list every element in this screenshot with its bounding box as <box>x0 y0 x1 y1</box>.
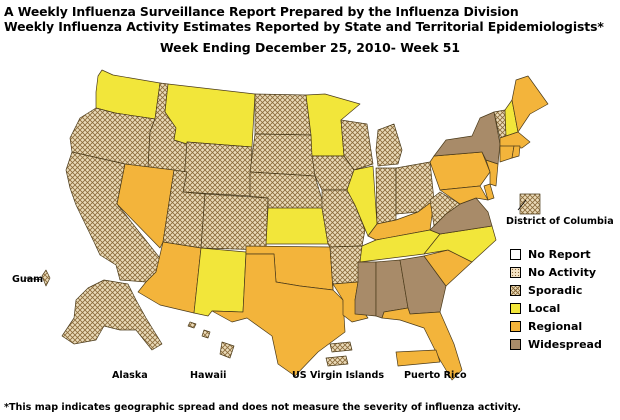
guam-leader-line <box>25 277 43 281</box>
state-ak[interactable] <box>61 279 163 351</box>
state-wv[interactable] <box>429 191 461 227</box>
legend-item-no-activity: No Activity <box>510 263 620 281</box>
state-vi-2[interactable] <box>325 355 349 367</box>
state-ri[interactable] <box>511 145 521 159</box>
legend-item-no-report: No Report <box>510 245 620 263</box>
state-pr[interactable] <box>395 349 441 367</box>
state-fl[interactable] <box>381 307 463 381</box>
label-us-virgin-islands: US Virgin Islands <box>292 370 384 381</box>
state-nd[interactable] <box>254 93 312 136</box>
state-dc[interactable] <box>519 193 541 215</box>
legend-swatch <box>510 338 521 350</box>
legend-label: No Report <box>528 247 591 261</box>
legend-swatch <box>510 266 521 278</box>
state-mi[interactable] <box>375 123 403 167</box>
state-ny[interactable] <box>433 111 501 165</box>
state-hi[interactable] <box>219 341 235 359</box>
report-subtitle: Weekly Influenza Activity Estimates Repo… <box>4 19 604 34</box>
contiguous-states <box>65 69 549 381</box>
legend-swatch <box>510 302 521 314</box>
legend-swatch <box>510 284 521 296</box>
state-wy[interactable] <box>182 141 253 197</box>
state-hi-2[interactable] <box>201 329 211 339</box>
state-ks[interactable] <box>265 207 329 245</box>
state-pa[interactable] <box>429 151 491 191</box>
state-mt[interactable] <box>164 83 256 148</box>
report-title: A Weekly Influenza Surveillance Report P… <box>4 4 519 19</box>
state-de[interactable] <box>483 183 495 201</box>
legend-label: No Activity <box>528 265 597 279</box>
state-me[interactable] <box>511 75 549 133</box>
activity-legend: No Report No Activity Sporadic Local Regiona… <box>510 245 620 353</box>
dc-leader-line <box>517 199 527 211</box>
legend-item-regional: Regional <box>510 317 620 335</box>
state-in[interactable] <box>375 167 397 225</box>
legend-item-sporadic: Sporadic <box>510 281 620 299</box>
state-wi[interactable] <box>340 119 374 171</box>
state-nm[interactable] <box>193 247 247 317</box>
label-district-of-columbia: District of Columbia <box>506 216 614 227</box>
state-sd[interactable] <box>249 133 316 177</box>
state-hi-3[interactable] <box>187 321 197 329</box>
week-heading: Week Ending December 25, 2010- Week 51 <box>159 40 461 55</box>
state-ms[interactable] <box>354 261 377 317</box>
legend-label: Regional <box>528 319 583 333</box>
state-tx[interactable] <box>211 253 346 377</box>
legend-item-local: Local <box>510 299 620 317</box>
label-puerto-rico: Puerto Rico <box>404 370 467 381</box>
state-md[interactable] <box>439 185 489 205</box>
legend-item-widespread: Widespread <box>510 335 620 353</box>
state-nv[interactable] <box>116 163 175 249</box>
legend-label: Local <box>528 301 561 315</box>
legend-swatch <box>510 248 521 260</box>
legend-swatch <box>510 320 521 332</box>
label-guam: Guam <box>12 274 43 285</box>
state-co[interactable] <box>200 193 269 251</box>
label-hawaii: Hawaii <box>190 370 226 381</box>
state-ma[interactable] <box>499 131 531 149</box>
footnote: *This map indicates geographic spread an… <box>4 402 522 413</box>
label-alaska: Alaska <box>112 370 148 381</box>
legend-label: Widespread <box>528 337 602 351</box>
state-ct[interactable] <box>499 145 515 163</box>
inset-territories <box>41 269 441 367</box>
state-ca[interactable] <box>65 151 164 283</box>
state-vi[interactable] <box>329 341 353 353</box>
legend-label: Sporadic <box>528 283 583 297</box>
state-gu[interactable] <box>41 269 51 287</box>
